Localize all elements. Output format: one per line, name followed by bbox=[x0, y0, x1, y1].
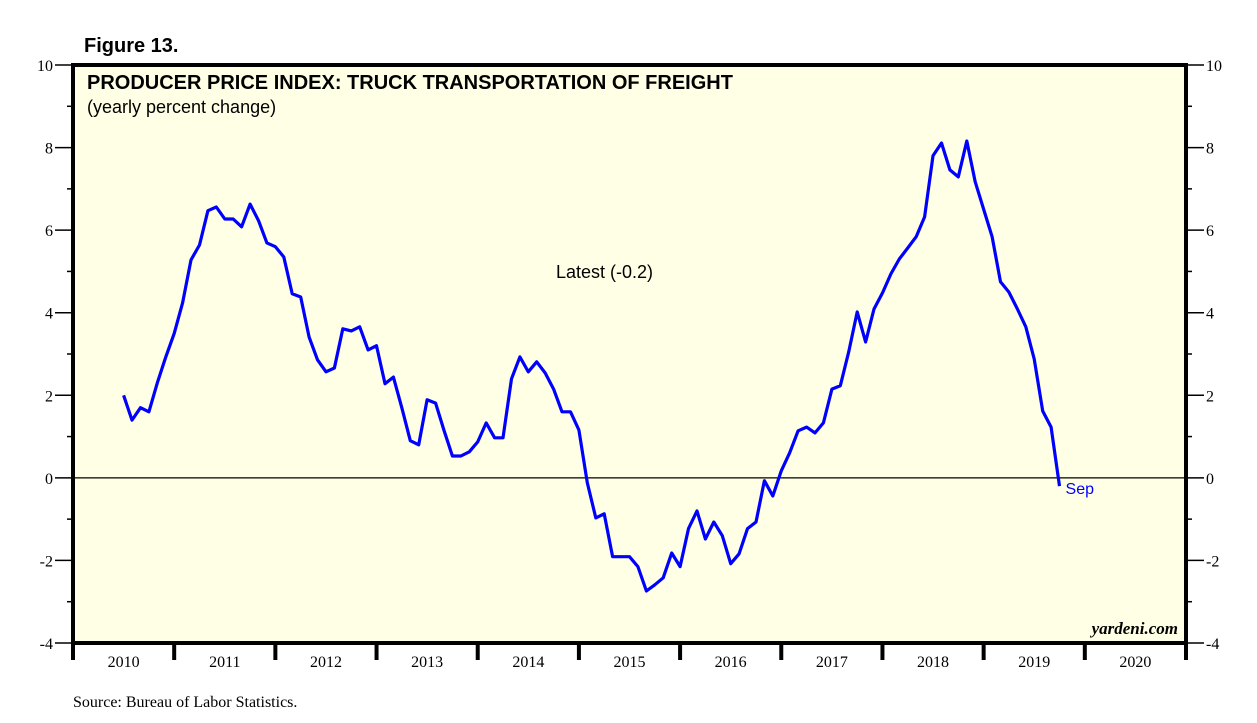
y-tick-label-right: 8 bbox=[1206, 141, 1214, 158]
y-tick-label-right: 10 bbox=[1206, 58, 1222, 75]
x-tick-label: 2020 bbox=[1119, 654, 1151, 671]
x-tick-label: 2015 bbox=[614, 654, 646, 671]
y-tick-label-left: 10 bbox=[37, 58, 53, 75]
latest-annotation: Latest (-0.2) bbox=[556, 262, 653, 282]
plot-frame bbox=[71, 63, 1188, 645]
end-label: Sep bbox=[1066, 481, 1095, 498]
y-tick-label-right: 4 bbox=[1206, 306, 1214, 323]
y-tick-label-right: -4 bbox=[1206, 636, 1219, 653]
y-tick-label-left: 6 bbox=[45, 223, 53, 240]
y-tick-label-left: 0 bbox=[45, 471, 53, 488]
y-tick-label-left: -2 bbox=[40, 553, 53, 570]
y-tick-label-left: -4 bbox=[40, 636, 53, 653]
x-tick-label: 2017 bbox=[816, 654, 848, 671]
x-tick-label: 2012 bbox=[310, 654, 342, 671]
y-tick-label-left: 8 bbox=[45, 141, 53, 158]
source-note: Source: Bureau of Labor Statistics. bbox=[73, 694, 297, 711]
y-tick-label-left: 4 bbox=[45, 306, 53, 323]
figure-label: Figure 13. bbox=[84, 35, 178, 57]
chart-title: PRODUCER PRICE INDEX: TRUCK TRANSPORTATI… bbox=[87, 72, 733, 94]
x-tick-label: 2019 bbox=[1018, 654, 1050, 671]
x-tick-label: 2016 bbox=[715, 654, 747, 671]
x-tick-label: 2010 bbox=[108, 654, 140, 671]
x-tick-label: 2011 bbox=[209, 654, 240, 671]
y-tick-label-right: 2 bbox=[1206, 388, 1214, 405]
x-tick-label: 2018 bbox=[917, 654, 949, 671]
plot-area bbox=[73, 65, 1186, 643]
x-tick-label: 2014 bbox=[512, 654, 544, 671]
y-tick-label-left: 2 bbox=[45, 388, 53, 405]
x-tick-label: 2013 bbox=[411, 654, 443, 671]
y-tick-label-right: -2 bbox=[1206, 553, 1219, 570]
watermark: yardeni.com bbox=[1090, 619, 1178, 638]
y-tick-label-right: 0 bbox=[1206, 471, 1214, 488]
series-line bbox=[122, 139, 1062, 593]
chart-subtitle: (yearly percent change) bbox=[87, 97, 276, 117]
y-tick-label-right: 6 bbox=[1206, 223, 1214, 240]
